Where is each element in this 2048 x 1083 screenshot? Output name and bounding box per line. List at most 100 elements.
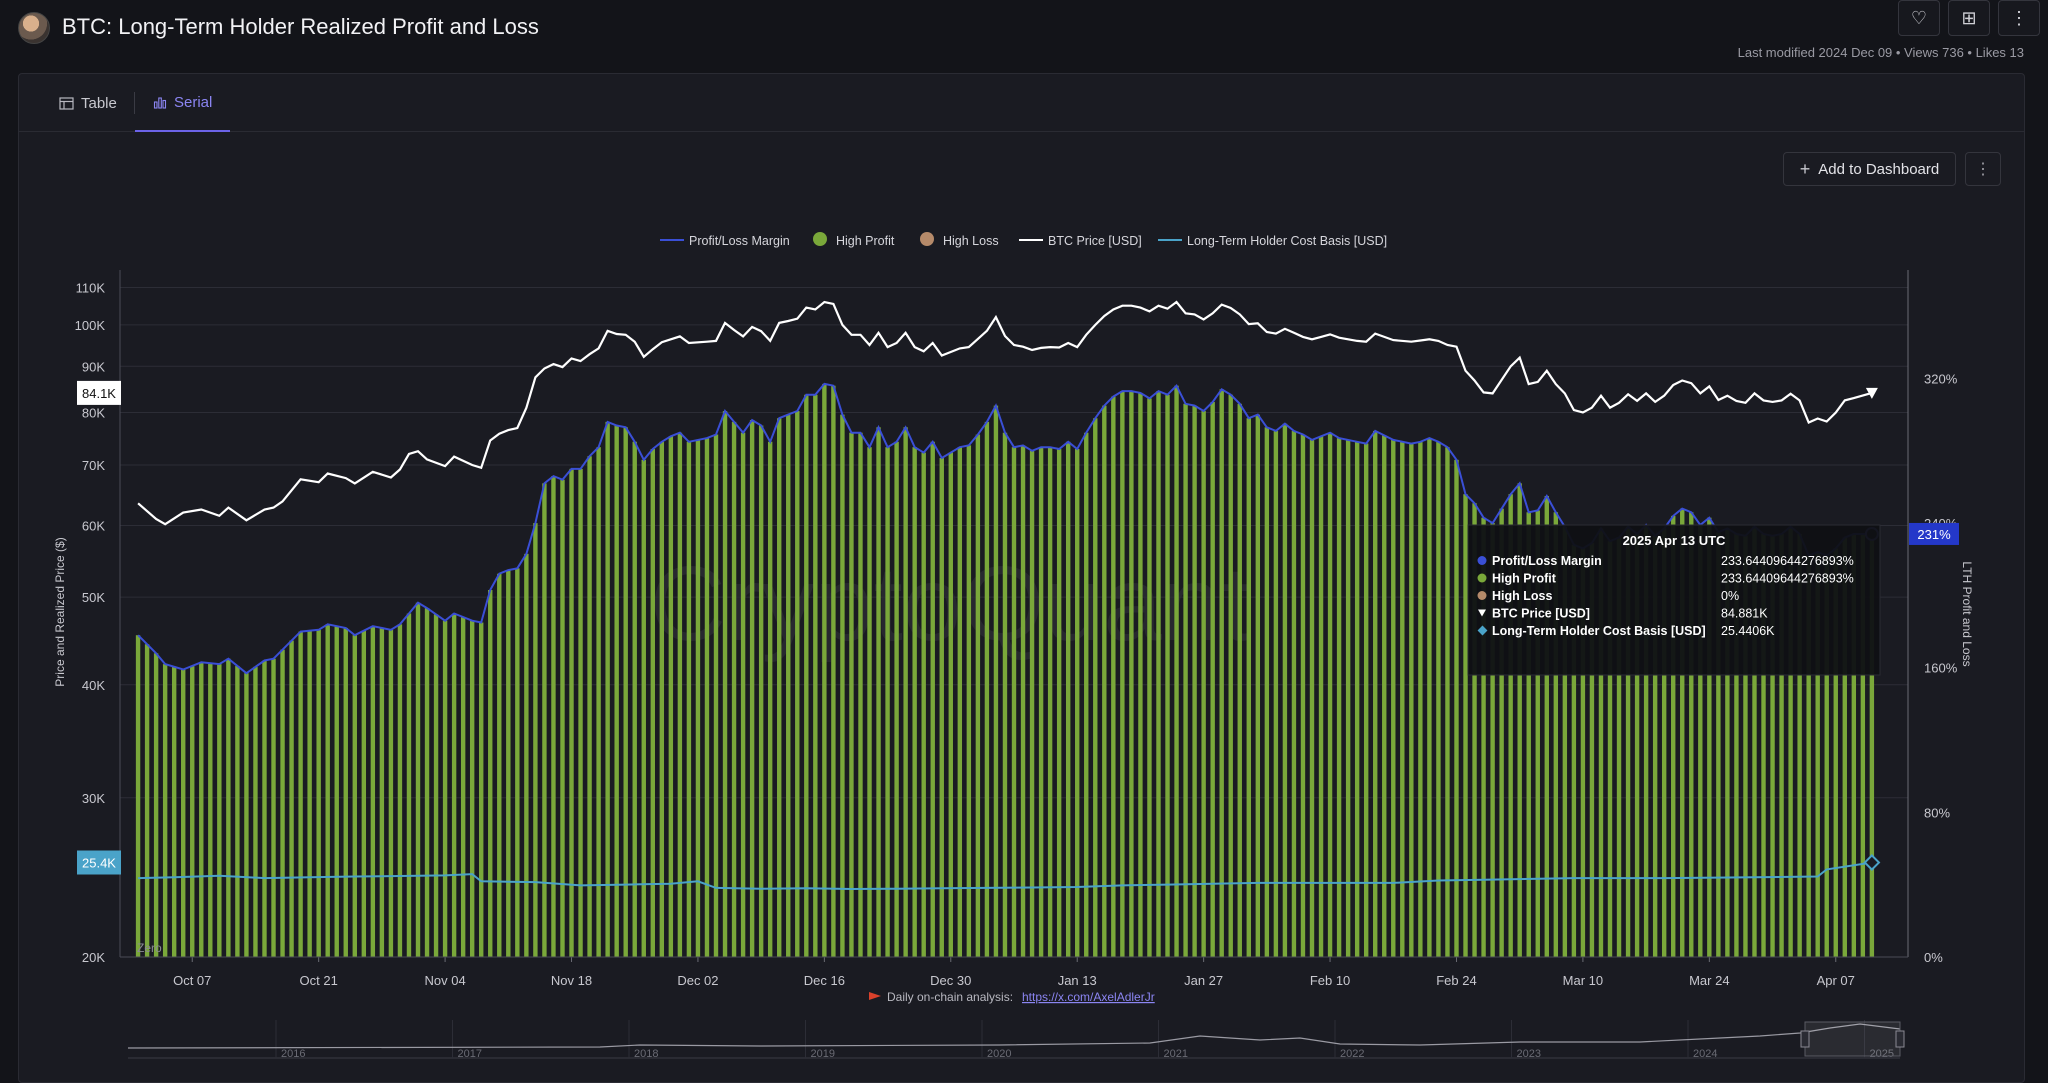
high-profit-bar <box>479 622 484 957</box>
navigator-handle-left[interactable] <box>1800 1030 1810 1048</box>
high-profit-bar <box>912 447 917 957</box>
high-profit-bar <box>1463 494 1468 957</box>
high-profit-bar <box>596 447 601 957</box>
y-right-axis-title: LTH Profit and Loss <box>1960 561 1974 666</box>
high-profit-bar <box>1282 423 1288 958</box>
high-profit-bar <box>1102 405 1107 957</box>
high-profit-bar <box>1345 439 1351 957</box>
favorite-button[interactable]: ♡ <box>1898 0 1940 36</box>
high-profit-bar <box>758 425 764 957</box>
more-options-button[interactable]: ⋮ <box>1998 0 2040 36</box>
high-profit-bar <box>397 624 403 957</box>
y-left-tick-label: 60K <box>82 519 105 534</box>
high-profit-bar <box>271 658 276 957</box>
high-profit-bar <box>975 434 981 957</box>
high-profit-bar <box>1002 432 1008 957</box>
high-profit-bar <box>1671 515 1676 957</box>
cost-basis-end-marker <box>1863 854 1881 871</box>
high-profit-bar <box>1192 405 1197 957</box>
tab-table-label: Table <box>81 94 117 112</box>
high-profit-bar <box>1093 418 1098 957</box>
high-profit-bar <box>731 421 737 957</box>
footnote-link[interactable]: https://x.com/AxelAdlerJr <box>1022 990 1155 1004</box>
tooltip-row-label: BTC Price [USD] <box>1492 607 1590 621</box>
high-profit-bar <box>1391 439 1396 957</box>
high-profit-bar <box>162 664 168 957</box>
high-profit-bar <box>1535 510 1540 957</box>
btc-price-axis-label: 84.1K <box>82 386 116 401</box>
high-profit-bar <box>668 436 674 958</box>
x-tick-label: Feb 24 <box>1436 973 1476 988</box>
high-profit-bar <box>1652 535 1658 957</box>
bookmark-button[interactable]: ⊞ <box>1948 0 1990 36</box>
y-left-tick-label: 100K <box>75 318 106 333</box>
high-profit-bar <box>1318 436 1324 958</box>
tooltip-title: 2025 Apr 13 UTC <box>1623 533 1726 548</box>
footer-note: Daily on-chain analysis: https://x.com/Ax… <box>869 990 1155 1004</box>
high-profit-bar <box>208 663 213 957</box>
add-to-dashboard-label: Add to Dashboard <box>1818 160 1940 178</box>
tooltip-marker <box>1477 591 1487 600</box>
high-profit-bar <box>1634 533 1640 957</box>
high-profit-bar <box>171 666 177 957</box>
high-profit-bar <box>1860 533 1866 957</box>
high-profit-bar <box>659 441 665 957</box>
add-to-dashboard-button[interactable]: + Add to Dashboard <box>1783 152 1956 186</box>
high-profit-bar <box>813 394 818 957</box>
high-profit-bar <box>1797 533 1802 957</box>
legend-label[interactable]: High Loss <box>943 234 999 248</box>
high-profit-bar <box>1436 441 1441 957</box>
high-profit-bar <box>1038 447 1044 957</box>
y-right-tick-label: 320% <box>1924 371 1958 386</box>
plus-icon: + <box>1799 158 1811 179</box>
tab-serial[interactable]: Serial <box>135 74 231 132</box>
legend-label[interactable]: Profit/Loss Margin <box>689 234 790 248</box>
legend-label[interactable]: BTC Price [USD] <box>1048 234 1142 248</box>
tooltip-marker <box>1477 573 1487 583</box>
high-profit-bar <box>424 608 430 957</box>
navigator-selection[interactable] <box>1804 1021 1901 1057</box>
high-profit-bar <box>614 425 619 957</box>
y-right-tick-label: 160% <box>1924 661 1958 676</box>
tab-table[interactable]: Table <box>41 74 135 132</box>
navigator-handle-right[interactable] <box>1895 1030 1905 1048</box>
avatar[interactable] <box>18 12 50 44</box>
navigator-year-label: 2020 <box>987 1048 1011 1060</box>
high-profit-bar <box>1382 435 1387 957</box>
high-profit-bar <box>1607 541 1613 957</box>
legend-label[interactable]: High Profit <box>836 234 895 248</box>
y-right-tick-label: 0% <box>1924 950 1943 965</box>
chart-more-button[interactable]: ⋮ <box>1965 152 2001 186</box>
tooltip-marker <box>1477 556 1487 565</box>
chart-markers: 84.1K 25.4K 231% <box>77 380 1959 875</box>
tooltip-row-value: 233.64409644276893% <box>1721 554 1854 568</box>
high-profit-bar <box>1255 414 1261 957</box>
legend-label[interactable]: Long-Term Holder Cost Basis [USD] <box>1187 234 1387 248</box>
high-profit-bar <box>1129 391 1134 958</box>
y-left-tick-label: 50K <box>82 590 105 605</box>
high-profit-bar <box>460 617 466 957</box>
chart-tooltip: 2025 Apr 13 UTC Profit/Loss Margin 233.644… <box>1467 524 1881 676</box>
high-profit-bar <box>253 666 258 957</box>
cost-basis-axis-badge <box>77 850 121 875</box>
navigator-year-label: 2018 <box>634 1048 658 1060</box>
tooltip-row-label: High Profit <box>1492 572 1557 586</box>
kebab-menu-icon: ⋮ <box>1975 161 1991 178</box>
high-profit-bar <box>1300 434 1306 957</box>
high-profit-bar <box>1481 517 1486 957</box>
y-left-tick-label: 110K <box>76 280 106 295</box>
high-profit-bar <box>1616 537 1622 957</box>
flag-icon <box>869 992 881 1000</box>
range-navigator[interactable]: 2016 2017 2018 2019 2020 2021 2022 2023 2024 2025 <box>127 1018 1905 1060</box>
high-profit-bar <box>1698 524 1703 957</box>
footnote-text: Daily on-chain analysis: <box>887 990 1013 1004</box>
high-profit-bar <box>632 441 637 957</box>
high-profit-bar <box>1029 450 1035 957</box>
high-profit-bar <box>1553 512 1559 957</box>
high-profit-bar <box>542 483 547 957</box>
navigator-year-label: 2025 <box>1870 1048 1894 1060</box>
high-profit-bar <box>623 427 628 957</box>
high-profit-bar <box>1183 403 1188 958</box>
high-profit-bar <box>587 456 592 957</box>
high-profit-bar <box>1689 512 1694 957</box>
